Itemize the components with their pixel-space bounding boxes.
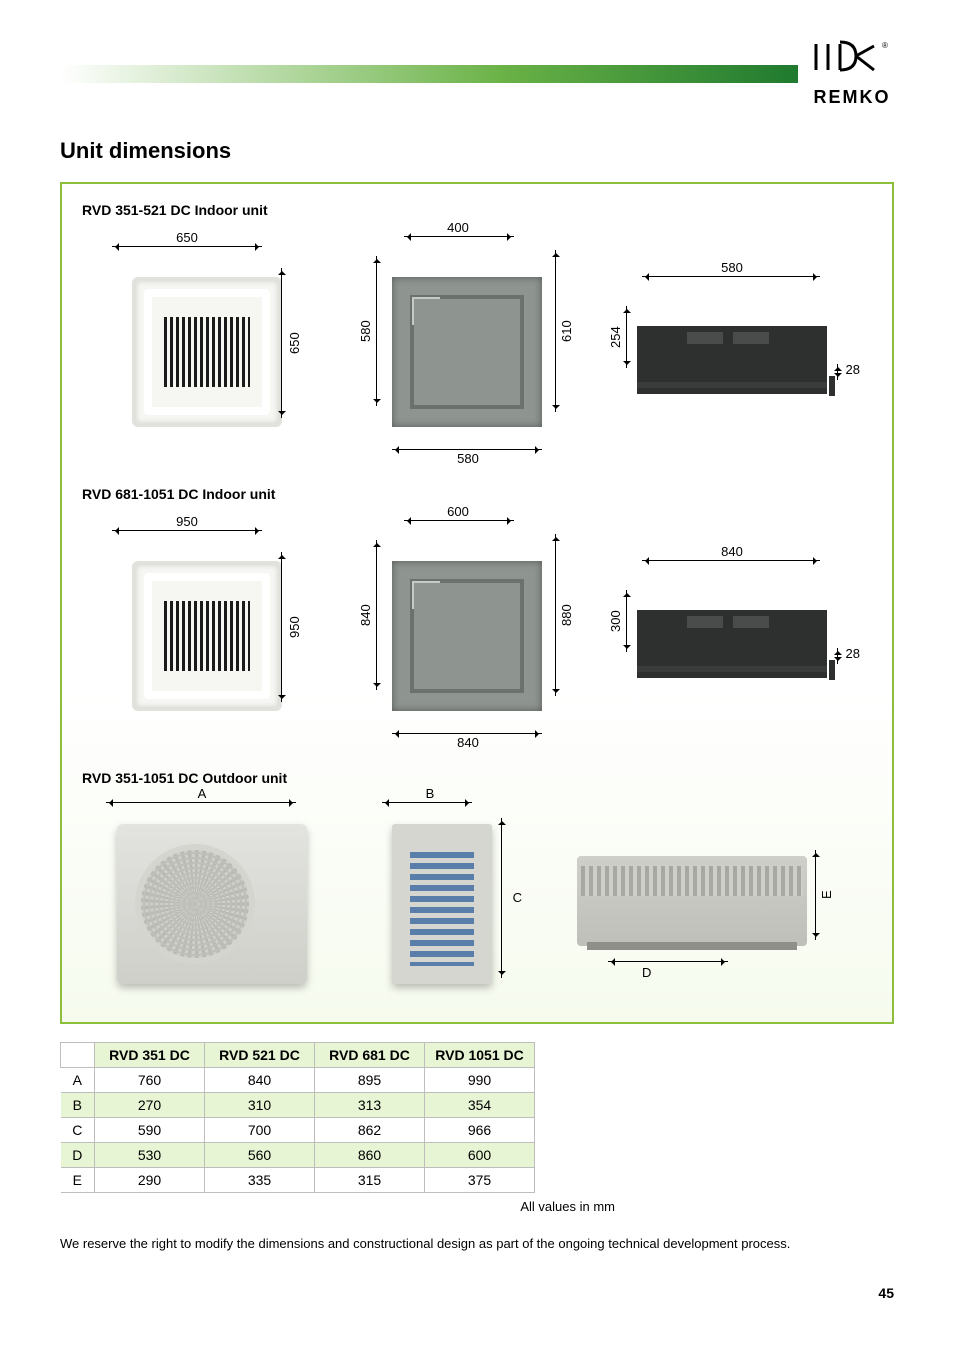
outdoor-d-label: D: [642, 965, 651, 980]
indoor2-top-h1-label: 840: [358, 540, 373, 690]
table-cell: 590: [95, 1118, 205, 1143]
table-cell: 375: [425, 1168, 535, 1193]
table-corner: [61, 1043, 95, 1068]
dimensions-table: RVD 351 DC RVD 521 DC RVD 681 DC RVD 105…: [60, 1042, 535, 1193]
indoor1-front-width-label: 650: [82, 230, 292, 245]
indoor1-side-clip-label: 28: [846, 362, 860, 377]
table-cell: 270: [95, 1093, 205, 1118]
table-cell: 310: [205, 1093, 315, 1118]
table-row-a-label: A: [61, 1068, 95, 1093]
indoor1-front-height-label: 650: [287, 268, 302, 418]
indoor1-top-w1-label: 400: [368, 220, 548, 235]
indoor2-side-view: 840 300 28: [602, 542, 862, 712]
table-col-2: RVD 681 DC: [315, 1043, 425, 1068]
table-cell: 313: [315, 1093, 425, 1118]
indoor1-top-w2-label: 580: [368, 451, 568, 466]
indoor1-front-view: 650 650: [82, 238, 332, 448]
indoor2-front-view: 950 950: [82, 522, 332, 732]
indoor1-side-view: 580 254 28: [602, 258, 862, 428]
table-row-e-label: E: [61, 1168, 95, 1193]
remko-logo-icon: ®: [810, 40, 894, 86]
indoor2-top-view: 600 840 880 840: [332, 512, 602, 742]
outdoor-e-label: E: [819, 850, 834, 940]
table-cell: 966: [425, 1118, 535, 1143]
table-row-b-label: B: [61, 1093, 95, 1118]
brand-logo: ® REMKO: [810, 40, 894, 108]
table-cell: 560: [205, 1143, 315, 1168]
table-cell: 354: [425, 1093, 535, 1118]
outdoor-row: A B C D E: [82, 796, 872, 996]
table-cell: 290: [95, 1168, 205, 1193]
outdoor-a-label: A: [82, 786, 322, 801]
outdoor-front-view: A: [82, 796, 342, 996]
indoor1-title: RVD 351-521 DC Indoor unit: [82, 202, 872, 218]
header-green-bar: [60, 65, 798, 83]
svg-text:®: ®: [882, 41, 888, 50]
section-title: Unit dimensions: [60, 138, 894, 164]
dimensions-figure: RVD 351-521 DC Indoor unit 650 650 400 5…: [60, 182, 894, 1024]
table-note: All values in mm: [60, 1199, 615, 1214]
table-cell: 600: [425, 1143, 535, 1168]
table-cell: 862: [315, 1118, 425, 1143]
page-number: 45: [60, 1285, 894, 1301]
table-cell: 530: [95, 1143, 205, 1168]
indoor1-row: 650 650 400 580 610 580 580: [82, 228, 872, 458]
indoor1-top-h1-label: 580: [358, 256, 373, 406]
footnote: We reserve the right to modify the dimen…: [60, 1236, 894, 1251]
table-cell: 895: [315, 1068, 425, 1093]
table-col-3: RVD 1051 DC: [425, 1043, 535, 1068]
indoor2-top-h2-label: 880: [559, 534, 574, 696]
indoor2-top-w1-label: 600: [368, 504, 548, 519]
table-col-0: RVD 351 DC: [95, 1043, 205, 1068]
page-header: ® REMKO: [60, 40, 894, 108]
indoor2-side-w-label: 840: [622, 544, 842, 559]
indoor1-side-w-label: 580: [622, 260, 842, 275]
outdoor-top-view: D E: [542, 806, 842, 986]
indoor1-top-view: 400 580 610 580: [332, 228, 602, 458]
indoor1-top-h2-label: 610: [559, 250, 574, 412]
indoor2-side-clip-label: 28: [846, 646, 860, 661]
table-row-c-label: C: [61, 1118, 95, 1143]
table-cell: 335: [205, 1168, 315, 1193]
outdoor-c-label: C: [513, 890, 522, 905]
table-cell: 990: [425, 1068, 535, 1093]
indoor2-row: 950 950 600 840 880 840 840: [82, 512, 872, 742]
outdoor-side-view: B C: [342, 796, 542, 996]
outdoor-title: RVD 351-1051 DC Outdoor unit: [82, 770, 872, 786]
outdoor-b-label: B: [360, 786, 500, 801]
table-cell: 840: [205, 1068, 315, 1093]
table-col-1: RVD 521 DC: [205, 1043, 315, 1068]
table-cell: 700: [205, 1118, 315, 1143]
brand-name: REMKO: [810, 87, 894, 108]
indoor1-side-h-label: 254: [608, 306, 623, 368]
indoor2-front-height-label: 950: [287, 552, 302, 702]
indoor2-side-h-label: 300: [608, 590, 623, 652]
indoor2-front-width-label: 950: [82, 514, 292, 529]
indoor2-top-w2-label: 840: [368, 735, 568, 750]
table-cell: 760: [95, 1068, 205, 1093]
table-cell: 315: [315, 1168, 425, 1193]
table-row-d-label: D: [61, 1143, 95, 1168]
indoor2-title: RVD 681-1051 DC Indoor unit: [82, 486, 872, 502]
table-cell: 860: [315, 1143, 425, 1168]
